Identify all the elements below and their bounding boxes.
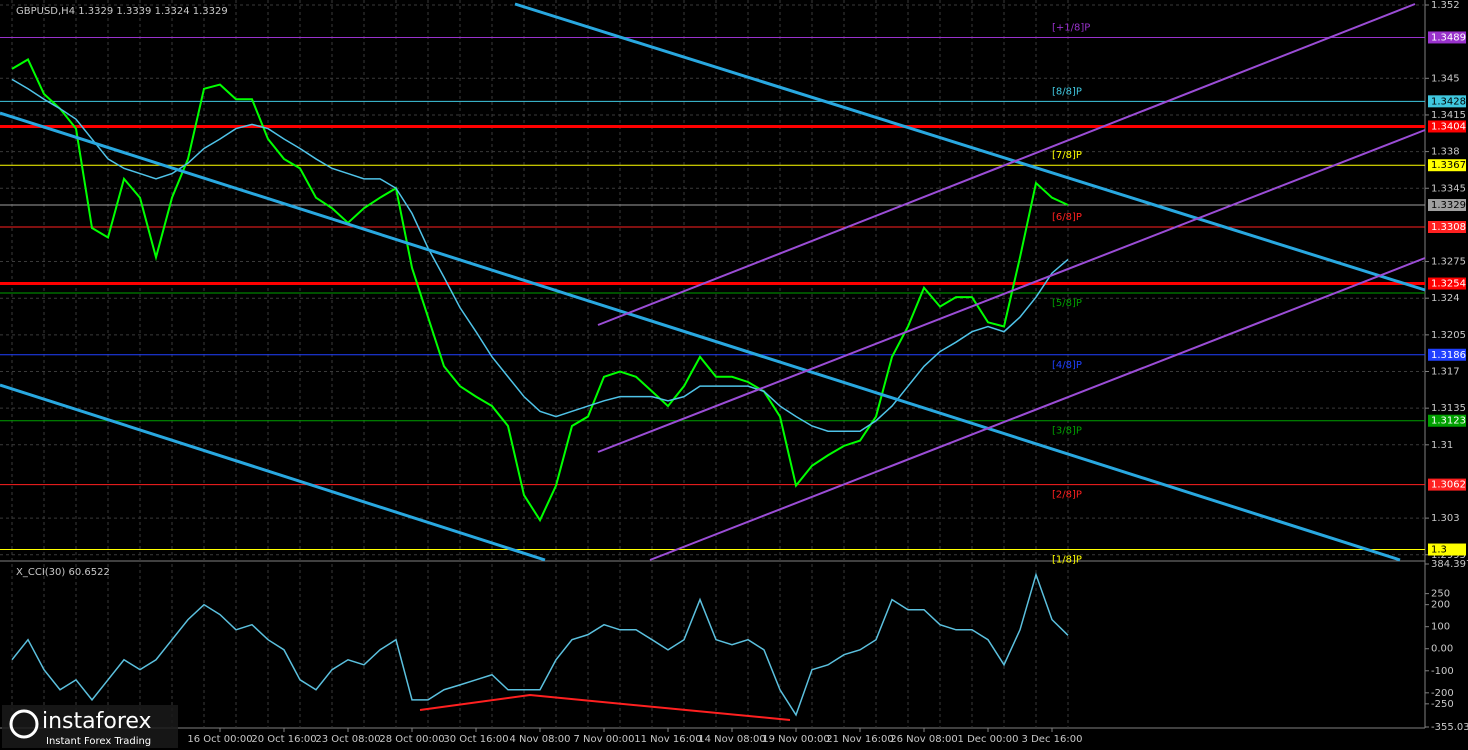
price-label: 1.3254 <box>1431 279 1466 290</box>
price-label-box <box>1428 478 1466 491</box>
logo-icon <box>9 709 39 739</box>
x-tick-label: 28 Oct 00:00 <box>379 734 444 745</box>
price-label: 1.3123 <box>1431 416 1466 427</box>
indicator-title: X_CCI(30) 60.6522 <box>16 567 110 578</box>
series-line <box>11 78 1069 432</box>
price-label-box <box>1428 221 1466 233</box>
channel-line <box>597 129 1426 453</box>
y-tick-label: 1.3275 <box>1431 257 1466 268</box>
y-tick-label: 200 <box>1431 600 1450 611</box>
level-label: [6/8]P <box>1052 212 1082 223</box>
y-tick-label: 1.303 <box>1431 513 1460 524</box>
price-label-box <box>1428 348 1466 361</box>
price-label: 1.3186 <box>1431 350 1466 361</box>
logo-name: instaforex <box>42 709 152 734</box>
price-label: 1.3 <box>1431 545 1447 556</box>
y-tick-label: 1.352 <box>1431 0 1460 11</box>
channel-line <box>514 2 1426 292</box>
y-tick-label: 1.3415 <box>1431 110 1466 121</box>
y-tick-label: 1.3135 <box>1431 403 1466 414</box>
price-label: 1.3404 <box>1431 121 1466 132</box>
overlay: 1.29951.3031.311.31351.3171.32051.3241.3… <box>187 0 1468 745</box>
y-tick-label: -200 <box>1431 688 1454 699</box>
price-label-box <box>1428 159 1466 172</box>
x-tick-label: 20 Oct 16:00 <box>251 734 316 745</box>
price-label-box <box>1428 543 1466 556</box>
price-label: 1.3367 <box>1431 160 1466 171</box>
logo-tagline: Instant Forex Trading <box>46 736 151 747</box>
y-tick-label: -355.0310 <box>1431 722 1468 733</box>
price-label-box <box>1428 95 1466 108</box>
price-line <box>11 58 1069 523</box>
price-label: 1.3329 <box>1431 200 1466 211</box>
level-label: [+1/8]P <box>1052 22 1090 33</box>
y-tick-label: 1.317 <box>1431 367 1460 378</box>
level-label: [7/8]P <box>1052 150 1082 161</box>
y-tick-label: 1.338 <box>1431 147 1460 158</box>
x-tick-label: 23 Oct 08:00 <box>315 734 380 745</box>
channel-line <box>597 3 1416 326</box>
x-tick-label: 26 Nov 08:00 <box>890 734 957 745</box>
price-label-box <box>1428 199 1466 212</box>
x-tick-label: 21 Nov 16:00 <box>826 734 893 745</box>
logo: instaforex Instant Forex Trading <box>2 705 178 748</box>
chart-title: GBPUSD,H4 1.3329 1.3339 1.3324 1.3329 <box>16 6 228 17</box>
x-tick-label: 3 Dec 16:00 <box>1022 734 1083 745</box>
x-tick-label: 4 Nov 08:00 <box>509 734 570 745</box>
y-tick-label: 1.3205 <box>1431 330 1466 341</box>
price-label-box <box>1428 120 1466 133</box>
y-tick-label: 1.31 <box>1431 440 1453 451</box>
price-line <box>11 572 1069 717</box>
price-label: 1.3428 <box>1431 96 1466 107</box>
level-label: [5/8]P <box>1052 298 1082 309</box>
trend-channel <box>0 2 1426 562</box>
price-label: 1.3062 <box>1431 480 1466 491</box>
price-label-box <box>1428 277 1466 290</box>
y-tick-label: -250 <box>1431 699 1454 710</box>
y-tick-label: 384.3971 <box>1431 559 1468 570</box>
level-label: [4/8]P <box>1052 360 1082 371</box>
x-tick-label: 16 Oct 00:00 <box>187 734 252 745</box>
channel-line <box>0 383 546 562</box>
level-label: [8/8]P <box>1052 86 1082 97</box>
price-label: 1.3489 <box>1431 32 1466 43</box>
channel-line <box>649 257 1426 561</box>
price-label-box <box>1428 31 1466 44</box>
price-label-box <box>1428 414 1466 427</box>
y-tick-label: 100 <box>1431 622 1450 633</box>
x-tick-label: 1 Dec 00:00 <box>958 734 1019 745</box>
x-tick-label: 30 Oct 16:00 <box>443 734 508 745</box>
level-label: [3/8]P <box>1052 426 1082 437</box>
y-tick-label: 250 <box>1431 589 1450 600</box>
channel-line <box>0 111 1401 562</box>
price-label: 1.3308 <box>1431 222 1466 233</box>
x-tick-label: 14 Nov 08:00 <box>698 734 765 745</box>
y-tick-label: 0.00 <box>1431 644 1453 655</box>
level-label: [2/8]P <box>1052 490 1082 501</box>
y-tick-label: 1.324 <box>1431 293 1460 304</box>
x-tick-label: 7 Nov 00:00 <box>573 734 634 745</box>
y-tick-label: -100 <box>1431 666 1454 677</box>
level-label: [1/8]P <box>1052 555 1082 566</box>
divergence-line <box>419 693 791 721</box>
y-tick-label: 1.345 <box>1431 73 1460 84</box>
regression-channel <box>597 3 1426 561</box>
y-tick-label: 1.3345 <box>1431 183 1466 194</box>
x-tick-label: 19 Nov 00:00 <box>762 734 829 745</box>
x-tick-label: 11 Nov 16:00 <box>634 734 701 745</box>
